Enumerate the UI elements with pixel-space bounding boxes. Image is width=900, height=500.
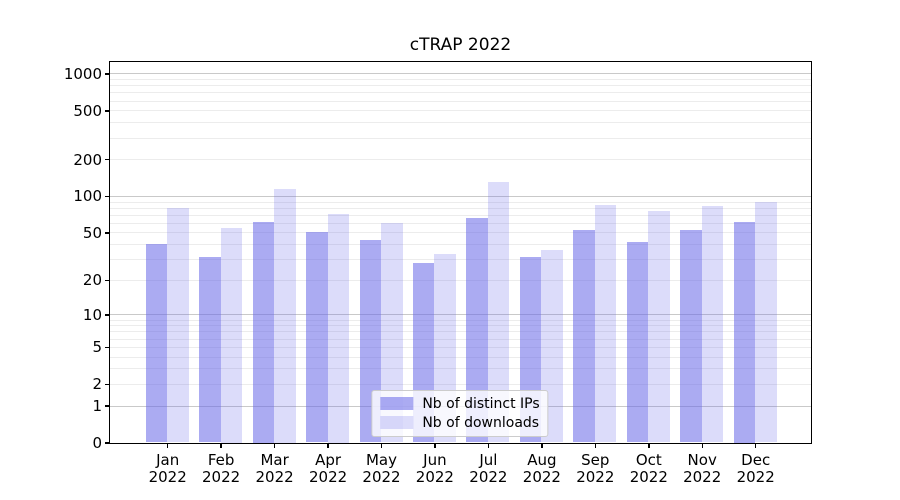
x-tick-label-jun: Jun 2022 xyxy=(415,451,454,486)
y-tick-label-1000: 1000 xyxy=(63,64,102,83)
gridline-minor-80 xyxy=(109,207,811,209)
x-tick-feb xyxy=(220,443,222,448)
gridline-minor-2 xyxy=(109,383,811,385)
y-tick-label-5: 5 xyxy=(92,338,102,357)
y-tick-label-0: 0 xyxy=(92,434,102,452)
gridline-minor-6 xyxy=(109,338,811,340)
legend-label-distinct-ips: Nb of distinct IPs xyxy=(422,395,540,412)
gridline-minor-4 xyxy=(109,356,811,358)
bar-distinct-ips-dec xyxy=(733,222,756,443)
bar-downloads-jan xyxy=(167,207,189,443)
legend: Nb of distinct IPs Nb of downloads xyxy=(371,389,549,437)
gridline-minor-70 xyxy=(109,214,811,216)
gridline-minor-90 xyxy=(109,201,811,203)
x-tick-jun xyxy=(434,443,436,448)
x-tick-jan xyxy=(166,443,169,448)
gridline-minor-40 xyxy=(109,244,811,246)
x-tick-label-oct: Oct 2022 xyxy=(629,451,668,486)
x-tick-label-feb: Feb 2022 xyxy=(202,451,241,486)
gridline-minor-500 xyxy=(109,110,811,112)
gridline-minor-3 xyxy=(109,368,811,370)
gridline-minor-20 xyxy=(109,279,811,281)
x-tick-oct xyxy=(648,443,650,448)
bar-downloads-mar xyxy=(274,188,296,443)
gridline-minor-7 xyxy=(109,331,811,333)
plot-area: Nb of distinct IPs Nb of downloads xyxy=(108,60,812,444)
y-tick-label-100: 100 xyxy=(73,187,102,206)
gridline-minor-200 xyxy=(109,159,811,161)
x-tick-label-mar: Mar 2022 xyxy=(255,451,294,486)
x-tick-mar xyxy=(273,443,276,448)
bar-distinct-ips-feb xyxy=(199,257,221,443)
gridline-minor-700 xyxy=(109,92,811,94)
gridline-minor-50 xyxy=(109,232,811,234)
y-tick-label-50: 50 xyxy=(82,223,102,242)
y-tick-label-2: 2 xyxy=(92,375,102,394)
bar-distinct-ips-sep xyxy=(573,230,595,443)
legend-item-distinct-ips: Nb of distinct IPs xyxy=(380,395,540,412)
y-tick-label-10: 10 xyxy=(82,305,102,324)
legend-swatch-downloads xyxy=(380,416,414,429)
bar-downloads-feb xyxy=(220,227,243,443)
gridline-major-1000 xyxy=(109,73,811,75)
y-tick-label-20: 20 xyxy=(82,271,102,290)
x-tick-dec xyxy=(754,443,757,448)
x-tick-label-jul: Jul 2022 xyxy=(469,451,508,486)
x-tick-jul xyxy=(487,443,490,448)
x-tick-aug xyxy=(541,443,543,448)
x-tick-label-nov: Nov 2022 xyxy=(683,451,722,486)
x-tick-label-aug: Aug 2022 xyxy=(522,451,561,486)
bar-downloads-nov xyxy=(701,206,724,443)
gridline-minor-5 xyxy=(109,346,811,348)
bar-distinct-ips-jan xyxy=(145,244,168,443)
bar-downloads-may xyxy=(381,222,403,443)
bar-distinct-ips-jul xyxy=(466,217,488,443)
x-tick-label-apr: Apr 2022 xyxy=(309,451,348,486)
bar-downloads-apr xyxy=(327,214,350,443)
gridline-minor-8 xyxy=(109,325,811,327)
bar-downloads-jul xyxy=(487,182,510,443)
bar-distinct-ips-apr xyxy=(306,232,328,443)
bar-downloads-oct xyxy=(648,211,670,443)
bar-distinct-ips-nov xyxy=(680,230,702,443)
gridline-minor-60 xyxy=(109,222,811,224)
gridline-minor-800 xyxy=(109,85,811,87)
x-tick-apr xyxy=(327,443,329,448)
x-tick-sep xyxy=(594,443,596,448)
legend-swatch-distinct-ips xyxy=(380,397,414,410)
x-tick-label-sep: Sep 2022 xyxy=(576,451,615,486)
x-tick-nov xyxy=(701,443,703,448)
y-tick-label-1: 1 xyxy=(92,397,102,415)
chart-title: cTRAP 2022 xyxy=(409,35,512,55)
bar-downloads-dec xyxy=(755,202,777,443)
gridline-minor-400 xyxy=(109,122,811,124)
gridline-minor-900 xyxy=(109,79,811,80)
bar-downloads-sep xyxy=(594,205,617,443)
x-tick-label-dec: Dec 2022 xyxy=(736,451,775,486)
x-tick-may xyxy=(380,443,383,448)
y-tick-label-200: 200 xyxy=(73,150,102,169)
x-tick-label-may: May 2022 xyxy=(362,451,401,486)
bar-distinct-ips-oct xyxy=(626,241,649,443)
gridline-minor-300 xyxy=(109,137,811,139)
legend-item-downloads: Nb of downloads xyxy=(380,415,539,431)
legend-label-downloads: Nb of downloads xyxy=(422,414,540,431)
bar-distinct-ips-mar xyxy=(252,222,275,443)
x-tick-label-jan: Jan 2022 xyxy=(148,451,187,486)
gridline-minor-30 xyxy=(109,259,811,260)
gridline-minor-600 xyxy=(109,100,811,102)
gridline-major-10 xyxy=(109,314,811,316)
gridline-minor-9 xyxy=(109,319,811,321)
y-tick-label-500: 500 xyxy=(73,101,102,120)
gridline-major-100 xyxy=(109,195,811,197)
